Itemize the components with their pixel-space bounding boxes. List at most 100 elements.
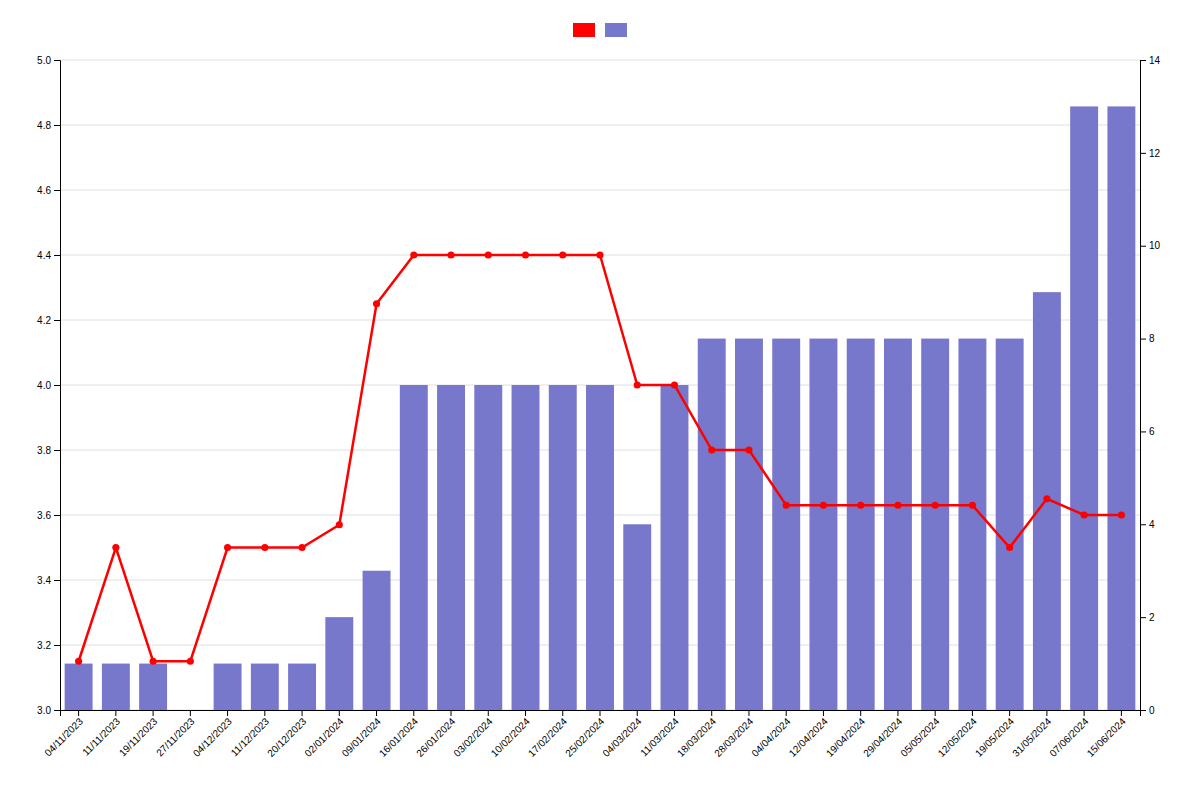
tick-mark bbox=[1140, 617, 1146, 618]
tick-mark bbox=[54, 580, 60, 581]
tick: 4.0 bbox=[37, 380, 60, 391]
marker bbox=[969, 502, 976, 509]
tick-mark bbox=[54, 125, 60, 126]
bar bbox=[735, 339, 763, 710]
marker bbox=[820, 502, 827, 509]
marker bbox=[187, 658, 194, 665]
tick-mark bbox=[748, 710, 749, 716]
tick-label: 3.6 bbox=[37, 510, 51, 521]
marker bbox=[671, 381, 678, 388]
tick: 3.2 bbox=[37, 640, 60, 651]
bar bbox=[772, 339, 800, 710]
tick-label: 04/03/2024 bbox=[600, 715, 643, 758]
marker bbox=[373, 300, 380, 307]
tick-mark bbox=[1009, 710, 1010, 716]
marker bbox=[75, 658, 82, 665]
tick-mark bbox=[1140, 246, 1146, 247]
grid-line bbox=[60, 320, 1140, 321]
grid-line bbox=[60, 125, 1140, 126]
tick-mark bbox=[1046, 710, 1047, 716]
marker bbox=[299, 544, 306, 551]
tick-label: 14 bbox=[1149, 55, 1161, 66]
marker bbox=[261, 544, 268, 551]
bar bbox=[586, 385, 614, 710]
bar-series bbox=[65, 106, 1136, 710]
tick: 8 bbox=[1140, 333, 1155, 344]
tick-label: 12/05/2024 bbox=[936, 715, 979, 758]
bar bbox=[847, 339, 875, 710]
tick: 6 bbox=[1140, 426, 1155, 437]
tick-label: 18/03/2024 bbox=[675, 715, 718, 758]
tick-label: 0 bbox=[1149, 705, 1155, 716]
tick-mark bbox=[54, 190, 60, 191]
legend bbox=[573, 23, 627, 37]
tick-label: 4.4 bbox=[37, 250, 51, 261]
bar bbox=[512, 385, 540, 710]
tick-mark bbox=[54, 515, 60, 516]
tick: 2 bbox=[1140, 612, 1155, 623]
bar bbox=[1107, 106, 1135, 710]
tick: 3.6 bbox=[37, 510, 60, 521]
tick: 10 bbox=[1140, 240, 1161, 251]
marker bbox=[745, 446, 752, 453]
tick-mark bbox=[54, 385, 60, 386]
tick: 4 bbox=[1140, 519, 1155, 530]
tick-mark bbox=[227, 710, 228, 716]
legend-swatch bbox=[573, 23, 595, 37]
axis-domain bbox=[61, 711, 1141, 717]
tick: 15/06/2024 bbox=[1085, 710, 1128, 759]
grid-line bbox=[60, 60, 1140, 61]
marker bbox=[150, 658, 157, 665]
tick-mark bbox=[376, 710, 377, 716]
tick-label: 19/05/2024 bbox=[973, 715, 1016, 758]
marks bbox=[65, 106, 1136, 710]
tick-mark bbox=[264, 710, 265, 716]
marker bbox=[894, 502, 901, 509]
tick-label: 05/05/2024 bbox=[898, 715, 941, 758]
marker bbox=[634, 381, 641, 388]
tick-mark bbox=[972, 710, 973, 716]
tick-label: 29/04/2024 bbox=[861, 715, 904, 758]
tick-mark bbox=[54, 645, 60, 646]
tick-mark bbox=[637, 710, 638, 716]
tick-mark bbox=[1084, 710, 1085, 716]
grid bbox=[60, 60, 1140, 710]
tick: 4.2 bbox=[37, 315, 60, 326]
tick-mark bbox=[562, 710, 563, 716]
marker bbox=[932, 502, 939, 509]
marker bbox=[596, 251, 603, 258]
tick-label: 3.2 bbox=[37, 640, 51, 651]
tick-label: 3.4 bbox=[37, 575, 51, 586]
tick-label: 3.0 bbox=[37, 705, 51, 716]
tick-label: 28/03/2024 bbox=[712, 715, 755, 758]
tick-mark bbox=[786, 710, 787, 716]
marker bbox=[1118, 511, 1125, 518]
tick-mark bbox=[674, 710, 675, 716]
bar bbox=[363, 571, 391, 710]
tick-label: 10 bbox=[1149, 240, 1161, 251]
tick-mark bbox=[525, 710, 526, 716]
tick: 04/03/2024 bbox=[600, 710, 643, 759]
bar bbox=[623, 524, 651, 710]
tick-mark bbox=[1140, 431, 1146, 432]
marker bbox=[336, 521, 343, 528]
bar bbox=[400, 385, 428, 710]
tick-label: 09/01/2024 bbox=[340, 715, 383, 758]
bar bbox=[996, 339, 1024, 710]
tick-mark bbox=[78, 710, 79, 716]
tick: 5.0 bbox=[37, 55, 60, 66]
tick-label: 11/11/2023 bbox=[80, 715, 122, 757]
chart: 04/11/202311/11/202319/11/202327/11/2023… bbox=[0, 0, 1200, 800]
marker bbox=[559, 251, 566, 258]
tick-label: 4 bbox=[1149, 519, 1155, 530]
bar bbox=[921, 339, 949, 710]
marker bbox=[1081, 511, 1088, 518]
marker bbox=[112, 544, 119, 551]
plot-area: 04/11/202311/11/202319/11/202327/11/2023… bbox=[37, 55, 1160, 759]
tick: 04/12/2023 bbox=[191, 710, 234, 759]
marker bbox=[410, 251, 417, 258]
tick-mark bbox=[54, 255, 60, 256]
tick-label: 19/04/2024 bbox=[824, 715, 867, 758]
tick-mark bbox=[115, 710, 116, 716]
tick-mark bbox=[339, 710, 340, 716]
